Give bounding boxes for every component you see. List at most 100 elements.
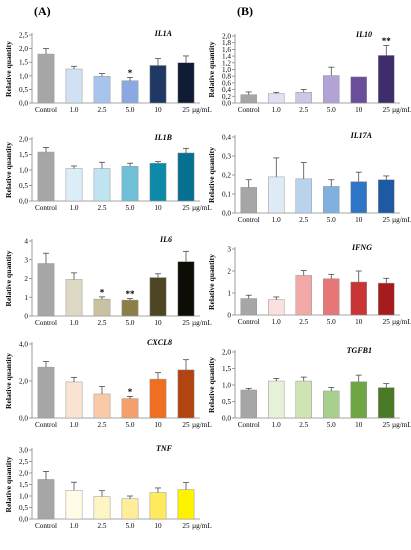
chart-il1b: 0,0 0,5 1,0 1,5 2,0 Relative quantity IL1B Cont…: [4, 133, 212, 212]
y-tick-label: 2,5: [19, 32, 28, 40]
y-axis-label: Relative quantity: [4, 250, 13, 306]
y-axis-label: Relative quantity: [207, 147, 216, 203]
y-tick-label: 1,4: [222, 53, 231, 61]
x-tick-label: 5.0: [126, 106, 135, 114]
x-tick-label: 10: [355, 106, 363, 114]
x-tick-label: 1.0: [70, 106, 79, 114]
y-tick-label: 0,8: [222, 73, 231, 81]
y-tick-label: 2,0: [222, 349, 231, 357]
chart-il1a: 0,0 0,5 1,0 1,5 2,0 2,5 Relative quantity IL1A C…: [4, 29, 212, 114]
x-tick-label: 1.0: [272, 106, 281, 114]
bar: [93, 168, 111, 202]
bar: [323, 390, 340, 419]
x-tick-label: 2.5: [299, 216, 308, 224]
x-tick-label: 10: [154, 421, 162, 429]
x-unit-label: µg/mL: [192, 421, 212, 429]
bar: [378, 387, 395, 419]
x-tick-label: Control: [35, 204, 57, 212]
significance-marker: **: [382, 36, 392, 46]
bar: [350, 281, 367, 316]
x-unit-label: µg/mL: [392, 216, 411, 224]
y-tick-label: 1,2: [222, 59, 231, 67]
bar: [149, 277, 167, 317]
y-tick-label: 0,0: [222, 210, 231, 218]
x-tick-label: 1.0: [272, 421, 281, 429]
x-tick-label: 25: [383, 318, 391, 326]
y-tick-label: 0,2: [222, 172, 231, 180]
y-tick-label: 2,0: [19, 45, 28, 53]
y-tick-label: 0,2: [222, 93, 231, 101]
chart-il10: 0,00,20,40,60,81,01,21,41,61,82,0 Relativ…: [207, 30, 411, 114]
x-tick-label: 25: [383, 106, 391, 114]
x-tick-label: 10: [355, 216, 363, 224]
x-tick-label: Control: [238, 421, 260, 429]
x-tick-label: 5.0: [126, 421, 135, 429]
x-tick-label: Control: [35, 106, 57, 114]
x-tick-label: 10: [355, 421, 363, 429]
bar: [121, 498, 139, 520]
bar: [37, 151, 55, 202]
gene-title: IL1B: [154, 133, 173, 142]
bar: [93, 298, 111, 317]
x-tick-label: 2.5: [98, 421, 107, 429]
x-tick-label: 1.0: [70, 204, 79, 212]
y-tick-label: 4: [24, 238, 28, 246]
x-tick-label: 5.0: [327, 318, 336, 326]
x-tick-label: 2.5: [98, 522, 107, 530]
x-tick-label: Control: [35, 319, 57, 327]
y-tick-label: 0: [24, 313, 28, 321]
x-tick-label: 2.5: [98, 319, 107, 327]
x-tick-label: 1.0: [272, 318, 281, 326]
bar: [65, 490, 83, 520]
x-unit-label: µg/mL: [392, 318, 411, 326]
x-tick-label: 5.0: [327, 421, 336, 429]
bar: [268, 93, 285, 104]
bar: [350, 181, 367, 214]
bar: [177, 62, 195, 104]
bar: [65, 68, 83, 104]
bar: [323, 186, 340, 214]
y-tick-label: 2,0: [222, 33, 231, 41]
x-tick-label: 25: [182, 204, 190, 212]
chart-tnf: 0,0 0,5 1,0 1,5 2,0 2,5 3,0 Relative quantity TN…: [4, 444, 212, 530]
x-tick-label: 25: [383, 421, 391, 429]
bar: [149, 162, 167, 202]
y-tick-label: 0,0: [222, 100, 231, 108]
y-tick-label: 0,4: [222, 86, 231, 94]
x-tick-label: 1.0: [272, 216, 281, 224]
y-tick-label: 1,0: [19, 167, 28, 175]
x-tick-label: 1.0: [70, 319, 79, 327]
y-tick-label: 1: [227, 290, 231, 298]
bar: [295, 178, 312, 214]
bar: [378, 179, 395, 214]
gene-title: IL1A: [154, 29, 173, 38]
x-unit-label: µg/mL: [392, 106, 411, 114]
chart-il17a: 0,0 0,1 0,2 0,3 0,4 Relative quantity IL17A Con…: [207, 131, 411, 224]
x-tick-label: 25: [383, 216, 391, 224]
bar: [93, 393, 111, 419]
significance-marker: *: [100, 287, 105, 297]
bar: [121, 166, 139, 202]
bar: [37, 263, 55, 317]
y-tick-label: 2,0: [19, 136, 28, 144]
y-axis-label: Relative quantity: [4, 41, 13, 97]
bar: [378, 282, 395, 316]
y-axis-label: Relative quantity: [4, 353, 13, 409]
x-tick-label: Control: [238, 216, 260, 224]
x-tick-label: Control: [238, 318, 260, 326]
y-tick-label: 0,3: [222, 153, 231, 161]
x-tick-label: 10: [355, 318, 363, 326]
bar: [323, 75, 340, 104]
bar: [295, 275, 312, 316]
gene-title: CXCL8: [147, 338, 172, 347]
bar: [65, 279, 83, 317]
significance-marker: *: [128, 68, 133, 78]
x-tick-label: 10: [154, 106, 162, 114]
y-tick-label: 1,0: [19, 72, 28, 80]
y-tick-label: 2,0: [19, 378, 28, 386]
y-axis-label: Relative quantity: [207, 41, 216, 97]
y-tick-label: 1,6: [222, 46, 231, 54]
y-tick-label: 0,0: [222, 415, 231, 423]
bar: [121, 80, 139, 104]
